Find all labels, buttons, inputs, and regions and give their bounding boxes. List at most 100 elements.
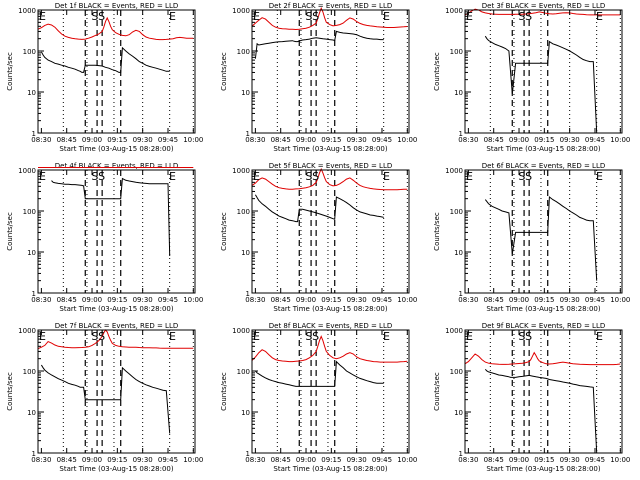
plot-title: Det 1f BLACK = Events, RED = LLD bbox=[55, 2, 178, 10]
event-marker-e: E bbox=[596, 330, 603, 343]
x-axis-label: Start Time (03-Aug-15 08:28:00) bbox=[59, 305, 173, 313]
y-tick-label: 1 bbox=[459, 450, 463, 458]
x-tick-label: 09:30 bbox=[560, 296, 580, 304]
y-tick-label: 100 bbox=[23, 48, 36, 56]
event-marker-e: E bbox=[253, 10, 260, 23]
y-tick-label: 1 bbox=[459, 130, 463, 138]
event-marker-e: E bbox=[596, 10, 603, 23]
event-marker-s: S bbox=[525, 170, 532, 183]
y-tick-label: 1 bbox=[459, 290, 463, 298]
y-axis-label: Counts/sec bbox=[220, 372, 228, 411]
detector-plot-2: Det 2f BLACK = Events, RED = LLD 1 10 100 10… bbox=[220, 2, 417, 153]
event-marker-e: E bbox=[596, 170, 603, 183]
x-tick-label: 09:00 bbox=[82, 296, 102, 304]
y-tick-label: 1000 bbox=[232, 327, 250, 335]
x-tick-label: 08:30 bbox=[31, 136, 51, 144]
x-tick-label: 08:45 bbox=[271, 136, 291, 144]
event-marker-s: S bbox=[525, 330, 532, 343]
y-tick-label: 1 bbox=[32, 290, 36, 298]
series-events-line bbox=[254, 30, 384, 59]
y-tick-label: 1000 bbox=[232, 167, 250, 175]
x-tick-label: 10:00 bbox=[397, 136, 417, 144]
detector-plot-4: Det 4f BLACK = Events, RED = LLD 1 10 100 10… bbox=[6, 162, 203, 313]
event-marker-e: E bbox=[383, 10, 390, 23]
series-events-line bbox=[484, 196, 598, 281]
detector-plot-1: Det 1f BLACK = Events, RED = LLD 1 10 100 10… bbox=[6, 2, 203, 153]
x-tick-label: 09:45 bbox=[158, 136, 178, 144]
x-tick-label: 09:00 bbox=[509, 296, 529, 304]
x-tick-label: 08:45 bbox=[484, 136, 504, 144]
y-tick-label: 100 bbox=[23, 208, 36, 216]
series-events-line bbox=[484, 35, 598, 134]
series-events-line bbox=[484, 368, 598, 454]
x-tick-label: 10:00 bbox=[183, 136, 203, 144]
y-tick-label: 100 bbox=[23, 368, 36, 376]
x-tick-label: 09:15 bbox=[534, 456, 554, 464]
detector-plot-9: Det 9f BLACK = Events, RED = LLD 1 10 100 10… bbox=[433, 322, 630, 473]
x-tick-label: 09:15 bbox=[321, 456, 341, 464]
event-marker-e: E bbox=[383, 170, 390, 183]
plot-title: Det 2f BLACK = Events, RED = LLD bbox=[269, 2, 392, 10]
x-axis-label: Start Time (03-Aug-15 08:28:00) bbox=[486, 305, 600, 313]
y-tick-label: 1000 bbox=[445, 167, 463, 175]
event-marker-s: S bbox=[91, 10, 98, 23]
x-tick-label: 10:00 bbox=[610, 456, 630, 464]
event-marker-e: E bbox=[169, 10, 176, 23]
plot-title: Det 6f BLACK = Events, RED = LLD bbox=[482, 162, 605, 170]
y-tick-label: 1 bbox=[246, 130, 250, 138]
x-tick-label: 09:45 bbox=[372, 296, 392, 304]
plot-frame bbox=[251, 329, 410, 454]
event-marker-s: S bbox=[305, 170, 312, 183]
event-marker-s: S bbox=[525, 10, 532, 23]
y-tick-label: 1 bbox=[32, 130, 36, 138]
series-lld-line bbox=[464, 351, 621, 366]
series-lld-line bbox=[251, 7, 408, 31]
x-axis-label: Start Time (03-Aug-15 08:28:00) bbox=[273, 305, 387, 313]
x-tick-label: 09:30 bbox=[347, 296, 367, 304]
event-marker-s: S bbox=[305, 10, 312, 23]
x-tick-label: 08:45 bbox=[57, 136, 77, 144]
x-tick-label: 09:45 bbox=[585, 456, 605, 464]
y-axis-label: Counts/sec bbox=[6, 212, 14, 251]
x-tick-label: 08:45 bbox=[57, 456, 77, 464]
y-tick-label: 1 bbox=[246, 450, 250, 458]
event-marker-s: S bbox=[312, 330, 319, 343]
event-marker-s: S bbox=[312, 10, 319, 23]
x-tick-label: 09:45 bbox=[585, 296, 605, 304]
y-tick-label: 10 bbox=[27, 409, 36, 417]
x-tick-label: 10:00 bbox=[610, 136, 630, 144]
event-marker-s: S bbox=[98, 330, 105, 343]
event-marker-e: E bbox=[169, 170, 176, 183]
y-axis-label: Counts/sec bbox=[433, 372, 441, 411]
x-tick-label: 09:00 bbox=[296, 136, 316, 144]
plot-title: Det 5f BLACK = Events, RED = LLD bbox=[269, 162, 392, 170]
x-tick-label: 09:15 bbox=[534, 136, 554, 144]
x-tick-label: 09:30 bbox=[347, 136, 367, 144]
detector-plot-6: Det 6f BLACK = Events, RED = LLD 1 10 100 10… bbox=[433, 162, 630, 313]
plot-title: Det 8f BLACK = Events, RED = LLD bbox=[269, 322, 392, 330]
y-axis-label: Counts/sec bbox=[6, 372, 14, 411]
plot-title: Det 9f BLACK = Events, RED = LLD bbox=[482, 322, 605, 330]
y-tick-label: 10 bbox=[241, 409, 250, 417]
series-events-line bbox=[40, 46, 170, 73]
y-tick-label: 1000 bbox=[18, 7, 36, 15]
y-tick-label: 1000 bbox=[18, 327, 36, 335]
event-marker-e: E bbox=[466, 170, 473, 183]
x-tick-label: 10:00 bbox=[610, 296, 630, 304]
y-tick-label: 1 bbox=[32, 450, 36, 458]
x-tick-label: 09:15 bbox=[107, 296, 127, 304]
plot-frame bbox=[251, 9, 410, 134]
y-tick-label: 1000 bbox=[445, 327, 463, 335]
y-tick-label: 10 bbox=[241, 89, 250, 97]
y-tick-label: 100 bbox=[450, 368, 463, 376]
y-tick-label: 100 bbox=[237, 48, 250, 56]
x-tick-label: 08:30 bbox=[31, 456, 51, 464]
x-tick-label: 09:30 bbox=[133, 296, 153, 304]
event-marker-e: E bbox=[39, 10, 46, 23]
series-events-line bbox=[51, 177, 171, 257]
event-marker-s: S bbox=[518, 10, 525, 23]
y-axis-label: Counts/sec bbox=[220, 52, 228, 91]
x-tick-label: 09:30 bbox=[560, 136, 580, 144]
plot-frame bbox=[37, 329, 196, 454]
x-tick-label: 10:00 bbox=[183, 456, 203, 464]
